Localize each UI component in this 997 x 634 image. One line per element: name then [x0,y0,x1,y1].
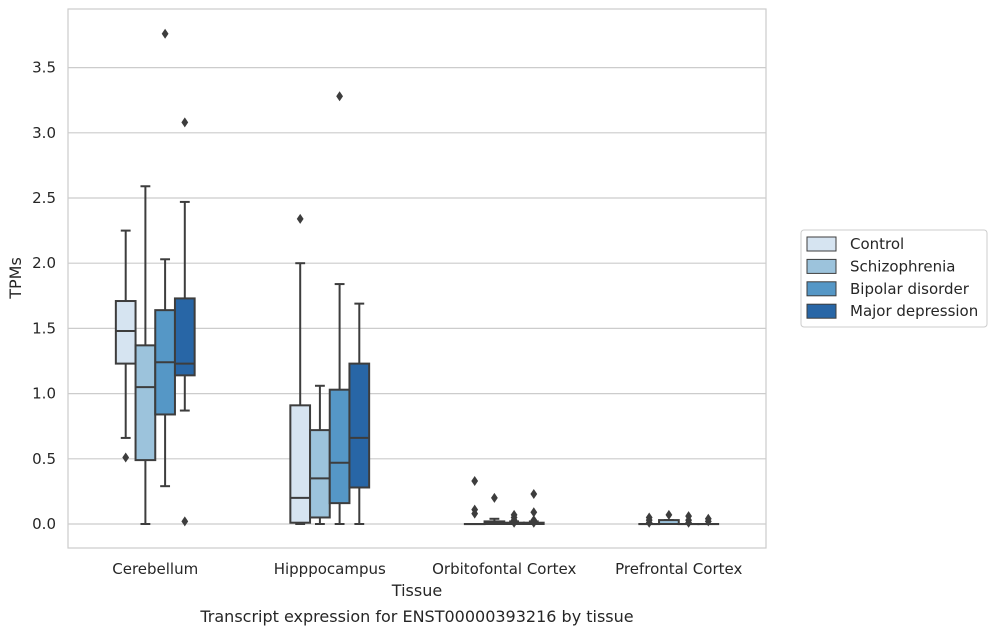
box-3-3 [697,513,720,527]
legend-label: Major depression [850,302,978,320]
outlier-point [161,28,169,39]
legend-label: Schizophrenia [850,257,955,275]
y-tick-label: 1.0 [32,385,56,403]
plot-background [68,9,766,548]
outlier-point [665,509,673,520]
plot-frame [67,8,767,549]
x-tick-labels: Cerebellum Hipppocampus Orbitofontal Corte… [112,560,742,578]
x-tick-label: Cerebellum [112,560,198,578]
box-3-1 [658,509,680,526]
outlier-point [530,517,538,528]
outlier-point [530,507,538,518]
legend-label: Control [850,235,904,253]
outlier-point [645,517,653,528]
box-2-1 [483,492,506,526]
legend-item: Schizophrenia [806,257,955,275]
box-0-3 [173,117,196,527]
outlier-point [181,516,189,527]
outlier-point [122,452,130,463]
iqr-box [173,297,196,377]
legend-swatch [806,303,837,319]
y-tick-label: 2.0 [32,254,56,272]
iqr-box [309,429,331,519]
iqr-box [114,300,137,365]
y-tick-label: 3.5 [32,59,56,77]
iqr-box [134,344,157,462]
x-tick-label: Hipppocampus [274,560,386,578]
legend-swatch [806,281,837,297]
outlier-point [181,117,189,128]
iqr-box [348,362,371,489]
legend-swatch [806,258,837,274]
legend-item: Major depression [806,302,978,320]
box-1-3 [348,302,371,525]
iqr-box [328,388,351,505]
x-axis-title: Tissue [391,581,442,600]
outlier-point [685,517,692,528]
outlier-point [336,91,343,102]
chart-caption: Transcript expression for ENST0000039321… [199,607,633,626]
outlier-point [704,516,712,527]
outlier-point [471,475,479,486]
iqr-box [289,404,312,524]
box-0-0 [114,229,137,463]
y-tick-label: 0.0 [32,515,56,533]
y-tick-label: 3.0 [32,124,56,142]
y-tick-labels: 0.0 0.5 1.0 1.5 2.0 2.5 3.0 3.5 [32,59,56,533]
box-2-3 [522,489,545,528]
outlier-point [530,489,538,500]
x-tick-label: Prefrontal Cortex [615,560,742,578]
y-axis-title: TPMs [6,257,25,300]
legend-swatch [806,236,837,252]
legend: Control Schizophrenia Bipolar disorder Majo… [800,229,988,328]
legend-item: Control [806,235,904,253]
x-tick-label: Orbitofontal Cortex [432,560,576,578]
y-tick-label: 2.5 [32,189,56,207]
boxes [114,28,720,528]
outlier-point [471,508,479,519]
legend-frame [800,229,988,328]
legend-item: Bipolar disorder [806,280,970,298]
outlier-point [296,213,304,224]
legend-label: Bipolar disorder [850,280,970,298]
outlier-point [491,492,498,503]
y-tick-label: 0.5 [32,450,56,468]
y-tick-label: 1.5 [32,319,56,337]
outlier-point [510,517,518,528]
